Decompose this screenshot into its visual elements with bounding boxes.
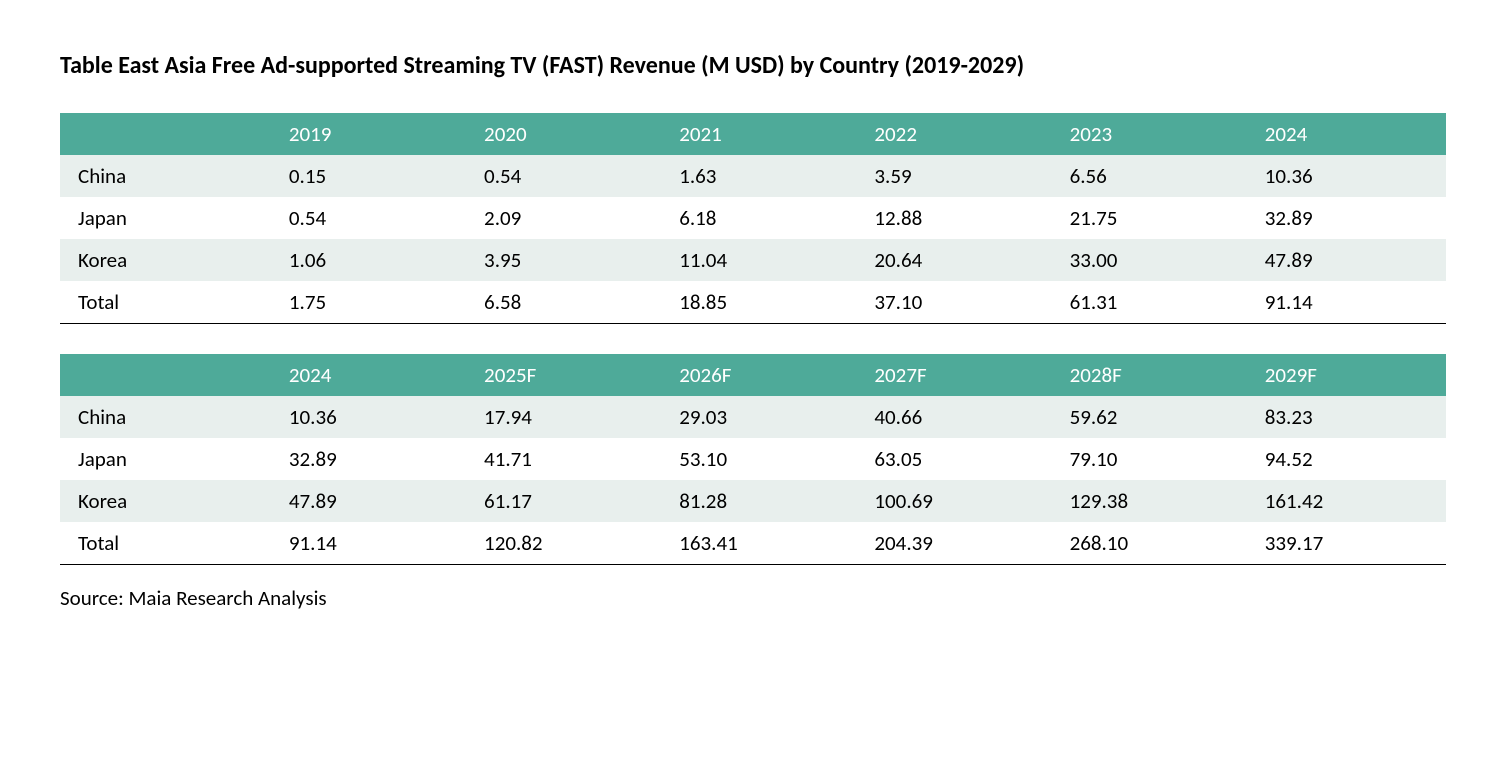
table-header-cell: 2020: [470, 113, 665, 155]
table-header-cell: 2021: [665, 113, 860, 155]
data-cell: 32.89: [275, 438, 470, 480]
data-cell: 41.71: [470, 438, 665, 480]
revenue-table-1: 2019 2020 2021 2022 2023 2024 China0.150…: [60, 113, 1446, 324]
data-cell: 10.36: [275, 396, 470, 438]
data-cell: 268.10: [1056, 522, 1251, 565]
table-header-cell: [60, 113, 275, 155]
data-cell: 29.03: [665, 396, 860, 438]
data-cell: 79.10: [1056, 438, 1251, 480]
data-cell: 1.75: [275, 281, 470, 324]
data-cell: 100.69: [860, 480, 1055, 522]
table-row: Japan32.8941.7153.1063.0579.1094.52: [60, 438, 1446, 480]
data-cell: 10.36: [1251, 155, 1446, 197]
data-cell: 40.66: [860, 396, 1055, 438]
table-row: Korea47.8961.1781.28100.69129.38161.42: [60, 480, 1446, 522]
table-header-cell: 2029F: [1251, 354, 1446, 396]
data-cell: 18.85: [665, 281, 860, 324]
data-cell: 12.88: [860, 197, 1055, 239]
row-label: Total: [60, 281, 275, 324]
data-cell: 91.14: [1251, 281, 1446, 324]
data-cell: 20.64: [860, 239, 1055, 281]
data-cell: 61.17: [470, 480, 665, 522]
data-cell: 37.10: [860, 281, 1055, 324]
table-header-row: 2024 2025F 2026F 2027F 2028F 2029F: [60, 354, 1446, 396]
data-cell: 120.82: [470, 522, 665, 565]
table-row: Japan0.542.096.1812.8821.7532.89: [60, 197, 1446, 239]
table-body: China0.150.541.633.596.5610.36Japan0.542…: [60, 155, 1446, 324]
data-cell: 17.94: [470, 396, 665, 438]
data-cell: 3.59: [860, 155, 1055, 197]
row-label: Japan: [60, 197, 275, 239]
data-cell: 81.28: [665, 480, 860, 522]
row-label: China: [60, 396, 275, 438]
row-label: Japan: [60, 438, 275, 480]
data-cell: 32.89: [1251, 197, 1446, 239]
data-cell: 161.42: [1251, 480, 1446, 522]
data-cell: 2.09: [470, 197, 665, 239]
revenue-table-2: 2024 2025F 2026F 2027F 2028F 2029F China…: [60, 354, 1446, 565]
table-row: Korea1.063.9511.0420.6433.0047.89: [60, 239, 1446, 281]
data-cell: 11.04: [665, 239, 860, 281]
data-cell: 83.23: [1251, 396, 1446, 438]
data-cell: 204.39: [860, 522, 1055, 565]
table-header-cell: 2022: [860, 113, 1055, 155]
data-cell: 63.05: [860, 438, 1055, 480]
table-header-cell: 2024: [275, 354, 470, 396]
table-header-cell: 2025F: [470, 354, 665, 396]
data-cell: 47.89: [1251, 239, 1446, 281]
table-row: Total91.14120.82163.41204.39268.10339.17: [60, 522, 1446, 565]
data-cell: 47.89: [275, 480, 470, 522]
data-cell: 6.56: [1056, 155, 1251, 197]
row-label: Korea: [60, 480, 275, 522]
table-header-cell: 2028F: [1056, 354, 1251, 396]
data-cell: 1.06: [275, 239, 470, 281]
data-cell: 91.14: [275, 522, 470, 565]
table-header-cell: 2024: [1251, 113, 1446, 155]
row-label: Korea: [60, 239, 275, 281]
row-label: China: [60, 155, 275, 197]
table-body: China10.3617.9429.0340.6659.6283.23Japan…: [60, 396, 1446, 565]
data-cell: 33.00: [1056, 239, 1251, 281]
data-cell: 339.17: [1251, 522, 1446, 565]
table-header-row: 2019 2020 2021 2022 2023 2024: [60, 113, 1446, 155]
table-row: China10.3617.9429.0340.6659.6283.23: [60, 396, 1446, 438]
data-cell: 129.38: [1056, 480, 1251, 522]
row-label: Total: [60, 522, 275, 565]
data-cell: 3.95: [470, 239, 665, 281]
data-cell: 53.10: [665, 438, 860, 480]
data-cell: 21.75: [1056, 197, 1251, 239]
data-cell: 61.31: [1056, 281, 1251, 324]
table-row: China0.150.541.633.596.5610.36: [60, 155, 1446, 197]
data-cell: 6.18: [665, 197, 860, 239]
data-cell: 6.58: [470, 281, 665, 324]
table-header-cell: 2019: [275, 113, 470, 155]
data-cell: 0.15: [275, 155, 470, 197]
data-cell: 94.52: [1251, 438, 1446, 480]
table-row: Total1.756.5818.8537.1061.3191.14: [60, 281, 1446, 324]
data-cell: 163.41: [665, 522, 860, 565]
table-header-cell: 2026F: [665, 354, 860, 396]
data-cell: 59.62: [1056, 396, 1251, 438]
table-header-cell: 2023: [1056, 113, 1251, 155]
source-attribution: Source: Maia Research Analysis: [60, 585, 1446, 611]
table-header-cell: 2027F: [860, 354, 1055, 396]
data-cell: 1.63: [665, 155, 860, 197]
data-cell: 0.54: [275, 197, 470, 239]
table-header-cell: [60, 354, 275, 396]
data-cell: 0.54: [470, 155, 665, 197]
table-title: Table East Asia Free Ad-supported Stream…: [60, 40, 1446, 93]
